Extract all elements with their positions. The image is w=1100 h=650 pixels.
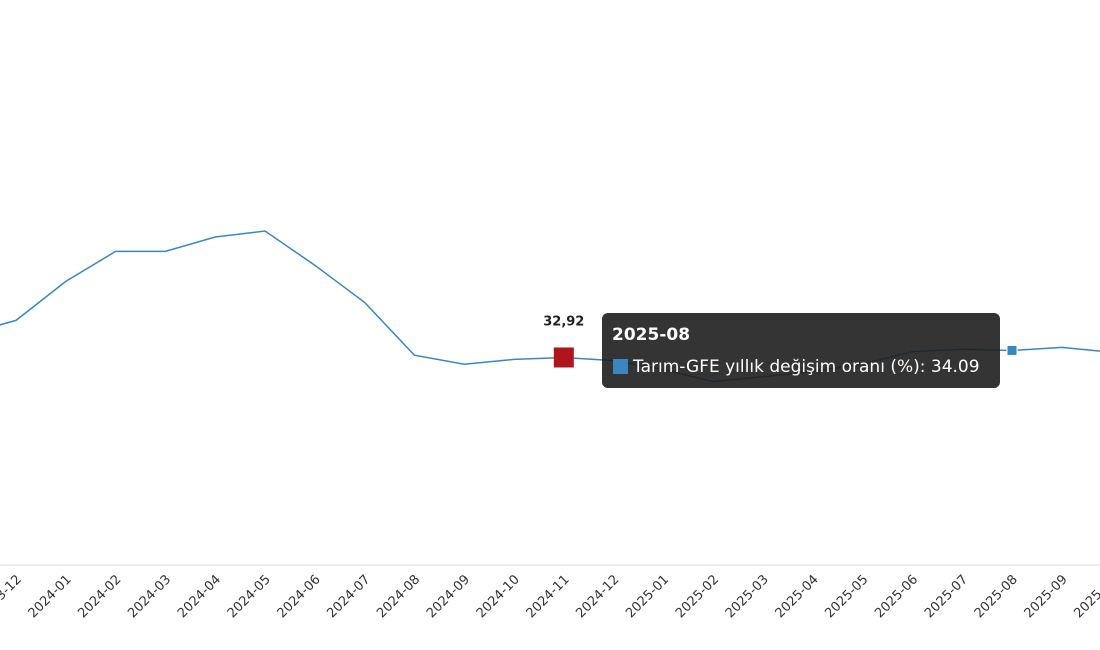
data-label: 32,92 — [543, 314, 584, 329]
tooltip-text: Tarım-GFE yıllık değişim oranı (%): 34.0… — [632, 357, 980, 377]
x-tick-label: 2025-09 — [1022, 572, 1071, 621]
tooltip: 2025-08 Tarım-GFE yıllık değişim oranı (%… — [602, 313, 1000, 388]
x-tick-label: 2024-01 — [26, 572, 75, 621]
x-tick-label: 2024-07 — [324, 572, 373, 621]
x-tick-label: 2024-08 — [374, 572, 423, 621]
highlight-marker — [553, 347, 574, 368]
tooltip-swatch — [613, 359, 628, 374]
x-tick-label: 2025-01 — [623, 572, 672, 621]
tooltip-title: 2025-08 — [612, 325, 690, 345]
x-tick-label: 2025-10 — [1071, 572, 1100, 621]
x-tick-label: 2025-05 — [822, 572, 871, 621]
x-tick-label: 2025-03 — [723, 572, 772, 621]
x-tick-label: 2024-02 — [75, 572, 124, 621]
x-tick-label: 2024-10 — [474, 572, 523, 621]
tooltip-box — [602, 313, 1000, 388]
x-tick-label: 2024-04 — [175, 572, 224, 621]
x-tick-label: 2023-12 — [0, 572, 25, 621]
x-tick-label: 2024-11 — [524, 572, 573, 621]
x-tick-label: 2025-04 — [773, 572, 822, 621]
x-tick-label: 2024-05 — [225, 572, 274, 621]
x-tick-label: 2025-02 — [673, 572, 722, 621]
x-tick-label: 2025-08 — [972, 572, 1021, 621]
hover-marker — [1006, 344, 1018, 356]
x-tick-label: 2025-07 — [922, 572, 971, 621]
x-tick-label: 2024-06 — [275, 572, 324, 621]
x-tick-label: 2024-03 — [125, 572, 174, 621]
x-tick-label: 2025-06 — [872, 572, 921, 621]
x-tick-label: 2024-12 — [573, 572, 622, 621]
x-tick-label: 2024-09 — [424, 572, 473, 621]
